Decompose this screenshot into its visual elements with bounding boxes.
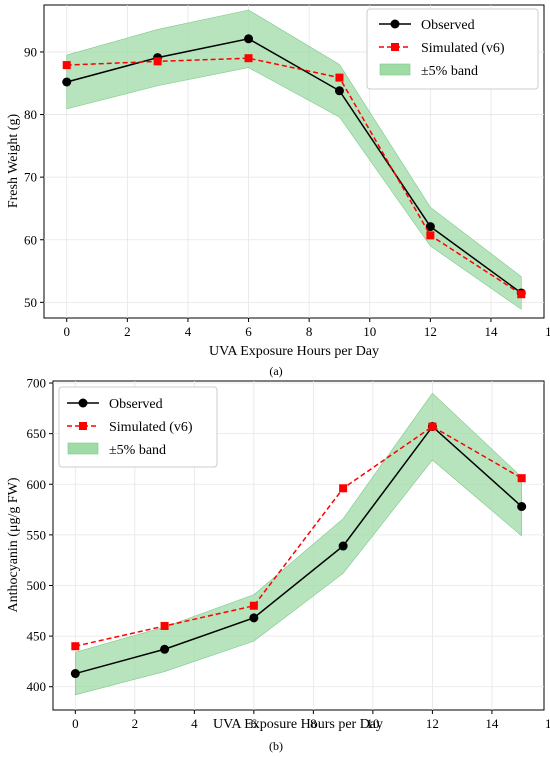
panel-b-band [75,392,522,696]
panel-a-observed-point [62,77,72,87]
panel-b-y-ticks: 400 450 500 550 600 650 700 [27,376,53,694]
panel-a-simulated-point [153,57,162,66]
panel-b-observed-line [75,425,523,675]
panel-b-legend-simulated-marker [79,422,87,430]
panel-a-simulated-point [426,231,435,240]
panel-b-simulated-line [75,425,523,647]
panel-b-simulated-point [339,484,348,493]
panel-b-observed-point [249,613,259,623]
panel-b-y-tick-label: 450 [27,629,47,644]
panel-a-simulated-point [517,290,526,299]
panel-a-observed-point [334,86,344,96]
panel-a-x-tick-label: 12 [424,324,437,339]
panel-a-y-tick-label: 80 [24,107,37,122]
panel-a-simulated-point [244,54,253,63]
panel-b-x-ticks: 0 2 4 6 8 10 12 14 16 [72,710,550,731]
panel-b-x-tick-label: 4 [191,716,198,731]
panel-b-observed-point [338,541,348,551]
panel-a-fresh-weight: 0 2 4 6 8 10 12 14 16 50 60 70 80 90 UVA Exposure Ho… [6,4,550,378]
panel-a-legend-simulated-marker [391,43,399,51]
panel-a-simulated-line [66,57,522,295]
panel-b-observed-point [70,669,80,679]
panel-b-series [70,422,527,679]
panel-b-y-tick-label: 600 [27,477,47,492]
panel-a-x-tick-label: 10 [363,324,376,339]
panel-a-label: (a) [269,364,282,378]
panel-b-x-tick-label: 10 [366,716,379,731]
panel-a-y-axis-label: Fresh Weight (g) [6,114,21,209]
panel-b-anthocyanin: 0 2 4 6 8 10 12 14 16 400 450 500 550 600 650 700 UVA … [6,376,550,753]
panel-a-y-tick-label: 90 [24,44,37,59]
panel-b-y-tick-label: 400 [27,679,47,694]
panel-a-x-tick-label: 8 [306,324,313,339]
panel-a-legend-band-swatch [379,63,411,76]
panel-a-simulated-point [335,73,344,82]
panel-a-simulated-point [62,61,71,70]
panel-a-legend-band-text: ±5% band [421,64,478,79]
panel-a-y-tick-label: 50 [24,295,37,310]
panel-a-observed-point [244,34,254,44]
panel-b-simulated-point [428,422,437,431]
panel-b-y-tick-label: 700 [27,376,47,391]
panel-a-x-ticks: 0 2 4 6 8 10 12 14 16 [63,318,550,339]
panel-b-x-tick-label: 6 [251,716,258,731]
panel-b-legend-box [58,386,218,468]
panel-a-legend: Observed Simulated (v6) ±5% band [366,8,539,90]
panel-b-label: (b) [269,739,283,753]
panel-b-observed-point [160,644,170,654]
panel-a-x-tick-label: 0 [63,324,70,339]
panel-b-x-tick-label: 2 [132,716,139,731]
panel-b-x-tick-label: 12 [426,716,439,731]
panel-a-x-tick-label: 6 [245,324,252,339]
panel-a-observed-point [425,222,435,232]
panel-a-series [62,34,526,299]
panel-b-legend-band-text: ±5% band [109,443,166,458]
panel-b-x-axis-label: UVA Exposure Hours per Day [213,717,383,732]
panel-b-y-tick-label: 650 [27,426,47,441]
panel-a-x-tick-label: 2 [124,324,131,339]
panel-a-y-tick-label: 70 [24,170,37,185]
panel-a-band [66,9,522,310]
panel-b-x-tick-label: 8 [310,716,317,731]
panel-b-simulated-point [160,621,169,630]
panel-a-legend-observed-marker [390,19,400,29]
panel-b-simulated-point [249,601,258,610]
panel-b-simulated-point [517,474,526,483]
panel-a-band-area [66,9,522,310]
panel-a-legend-observed-text: Observed [421,18,475,33]
panel-b-legend-observed-text: Observed [109,397,163,412]
panel-b-x-tick-label: 0 [72,716,79,731]
panel-b-x-tick-label: 16 [545,716,550,731]
panel-a-x-axis-label: UVA Exposure Hours per Day [209,344,379,359]
panel-a-x-tick-label: 4 [185,324,192,339]
panel-b-observed-point [517,502,527,512]
panel-a-legend-simulated-text: Simulated (v6) [421,41,505,56]
panel-b-y-axis-label: Anthocyanin (μg/g FW) [6,477,21,612]
panel-b-legend: Observed Simulated (v6) ±5% band [58,386,218,468]
panel-b-simulated-point [71,642,80,651]
panel-b-y-tick-label: 500 [27,578,47,593]
panel-b-y-tick-label: 550 [27,527,47,542]
panel-a-y-ticks: 50 60 70 80 90 [24,44,44,310]
panel-a-x-tick-label: 16 [545,324,550,339]
panel-a-x-tick-label: 14 [484,324,498,339]
panel-b-legend-simulated-text: Simulated (v6) [109,420,193,435]
panel-b-legend-band-swatch [67,442,99,455]
panel-b-band-area [75,392,522,696]
panel-a-y-tick-label: 60 [24,232,37,247]
panel-b-legend-observed-marker [78,398,88,408]
panel-b-x-tick-label: 14 [485,716,499,731]
panel-b-grid [53,381,544,710]
